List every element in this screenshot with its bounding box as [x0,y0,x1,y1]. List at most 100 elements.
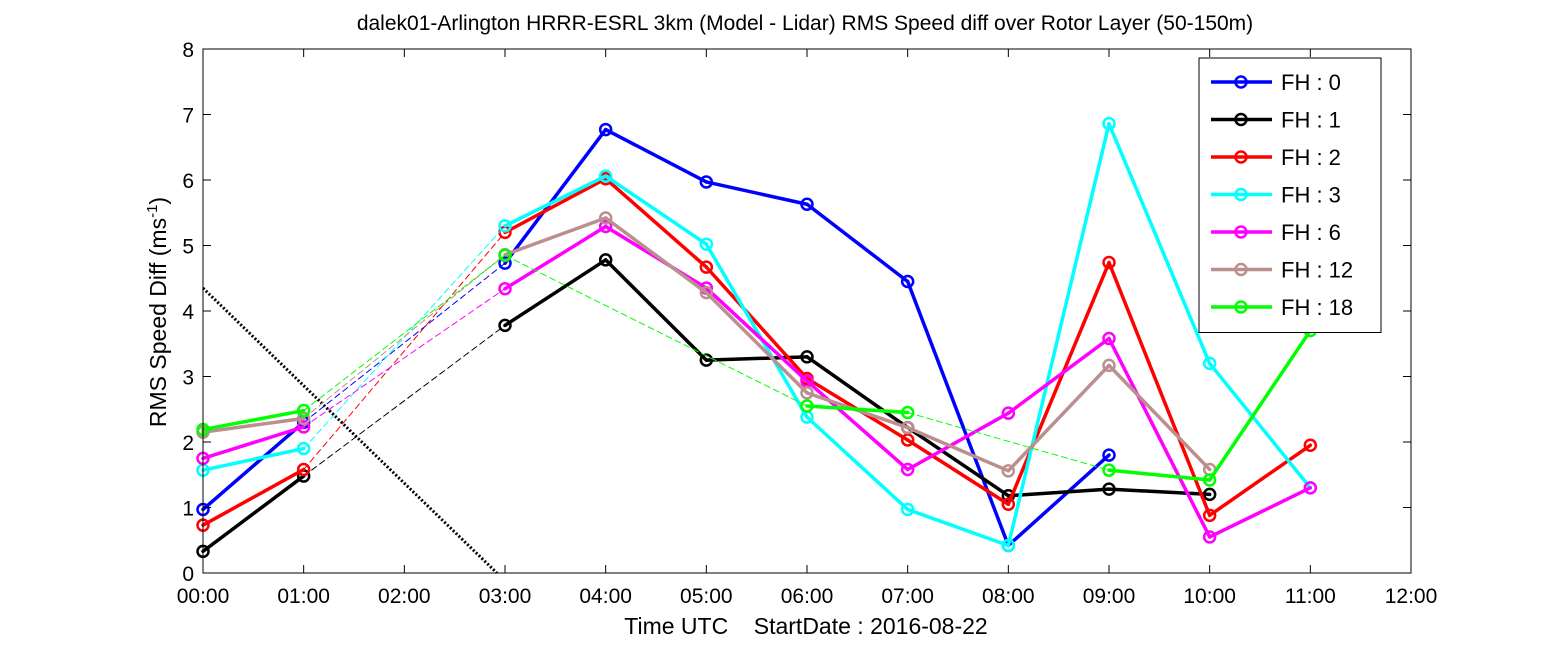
y-axis-label-superscript: -1 [144,205,161,218]
data-point [900,502,915,517]
legend-swatch-marker [1234,300,1248,314]
y-axis: 0 1 2 3 4 5 6 7 8 [182,39,1411,586]
data-point [900,462,915,477]
series-gap-line [303,254,506,419]
data-point [296,403,311,418]
series-fh-1 [196,253,1217,559]
series-line-segment [1107,121,1212,366]
data-point [296,462,311,477]
y-tick-label: 7 [182,105,194,128]
series-line-segment [503,127,608,265]
series-gap-line [504,254,808,407]
x-tick-label: 03:00 [479,585,532,608]
legend-label: FH : 18 [1281,295,1353,320]
series-gap-line [303,254,506,412]
series-fh-5 [196,211,1217,478]
data-point [1202,487,1217,502]
y-axis-label-main: RMS Speed Diff (ms [145,218,171,427]
legend-item: FH : 2 [1211,145,1341,170]
data-point [900,433,915,447]
series-line-segment [603,216,709,295]
legend-item: FH : 1 [1211,108,1341,133]
series-line-segment [704,265,809,381]
data-point [1202,530,1217,544]
series-line-segment [1006,260,1111,506]
data-point [699,237,714,251]
series-fh-3 [196,116,1318,553]
series-line-segment [603,127,709,184]
data-point [1102,463,1116,477]
data-point [1202,356,1217,371]
chart-title: dalek01-Arlington HRRR-ESRL 3km (Model -… [357,12,1253,35]
plot-area [196,116,1318,575]
data-point [1303,481,1318,495]
series-line-segment [503,174,608,228]
data-point [498,281,512,296]
series-line-segment [805,379,910,472]
series-line-segment [905,438,1011,506]
series-line-segment [1107,487,1212,497]
series-line-segment [201,416,306,434]
data-point [1001,497,1016,511]
series-line-segment [905,425,1011,473]
x-tick-label: 08:00 [982,585,1035,608]
legend-swatch-marker [1234,75,1248,89]
legend-label: FH : 2 [1281,145,1341,170]
series-line-segment [201,420,306,512]
series-gap-line [303,324,506,477]
data-point [1001,538,1016,553]
data-point [1102,116,1116,131]
dotted-reference-line [201,286,498,575]
data-point [699,260,714,274]
data-point [800,399,814,413]
x-tick-label: 06:00 [781,585,834,608]
data-point [296,411,311,426]
series-line-segment [704,290,809,395]
data-point [296,441,311,456]
legend-item: FH : 3 [1211,183,1341,208]
series-line-segment [805,355,910,430]
data-point [900,274,915,289]
y-tick-label: 2 [182,432,194,455]
series-line-segment [704,286,809,383]
series-line-segment [603,176,709,269]
data-point [598,122,613,137]
series-line-segment [805,404,910,415]
series-line-segment [201,474,306,554]
series-line-segment [805,202,910,284]
series-gap-line [303,225,506,450]
series-line-segment [1207,361,1313,490]
series-line-segment [503,216,608,257]
x-tick-label: 10:00 [1183,585,1236,608]
series-line-segment [1006,363,1111,473]
y-tick-label: 1 [182,498,194,521]
data-point [598,219,613,234]
series-line-segment [1207,486,1313,539]
data-point [1001,406,1016,420]
data-point [1102,255,1116,270]
x-tick-label: 12:00 [1385,585,1438,608]
series-line-segment [1107,468,1212,482]
x-tick-label: 07:00 [881,585,934,608]
legend: FH : 0 FH : 1 FH : 2 FH : 3 FH : 6 FH : 12 FH … [1198,57,1382,333]
series-line-segment [603,258,709,362]
series-line-segment [905,507,1011,548]
x-tick-label: 04:00 [579,585,632,608]
x-tick-label: 05:00 [680,585,733,608]
y-axis-label: RMS Speed Diff (ms-1) [144,197,171,427]
data-point [699,175,714,189]
series-line-segment [704,242,809,419]
data-point [1102,331,1116,346]
data-point [800,386,814,400]
data-point [598,211,613,225]
data-point [498,318,512,333]
legend-item: FH : 12 [1211,258,1353,283]
series-line-segment [704,180,809,206]
legend-swatch-marker [1234,225,1248,239]
series-line-segment [905,411,1011,472]
y-tick-label: 0 [182,563,194,586]
legend-swatch-marker [1234,150,1248,164]
legend-label: FH : 6 [1281,220,1341,245]
series-line-segment [1006,121,1111,548]
